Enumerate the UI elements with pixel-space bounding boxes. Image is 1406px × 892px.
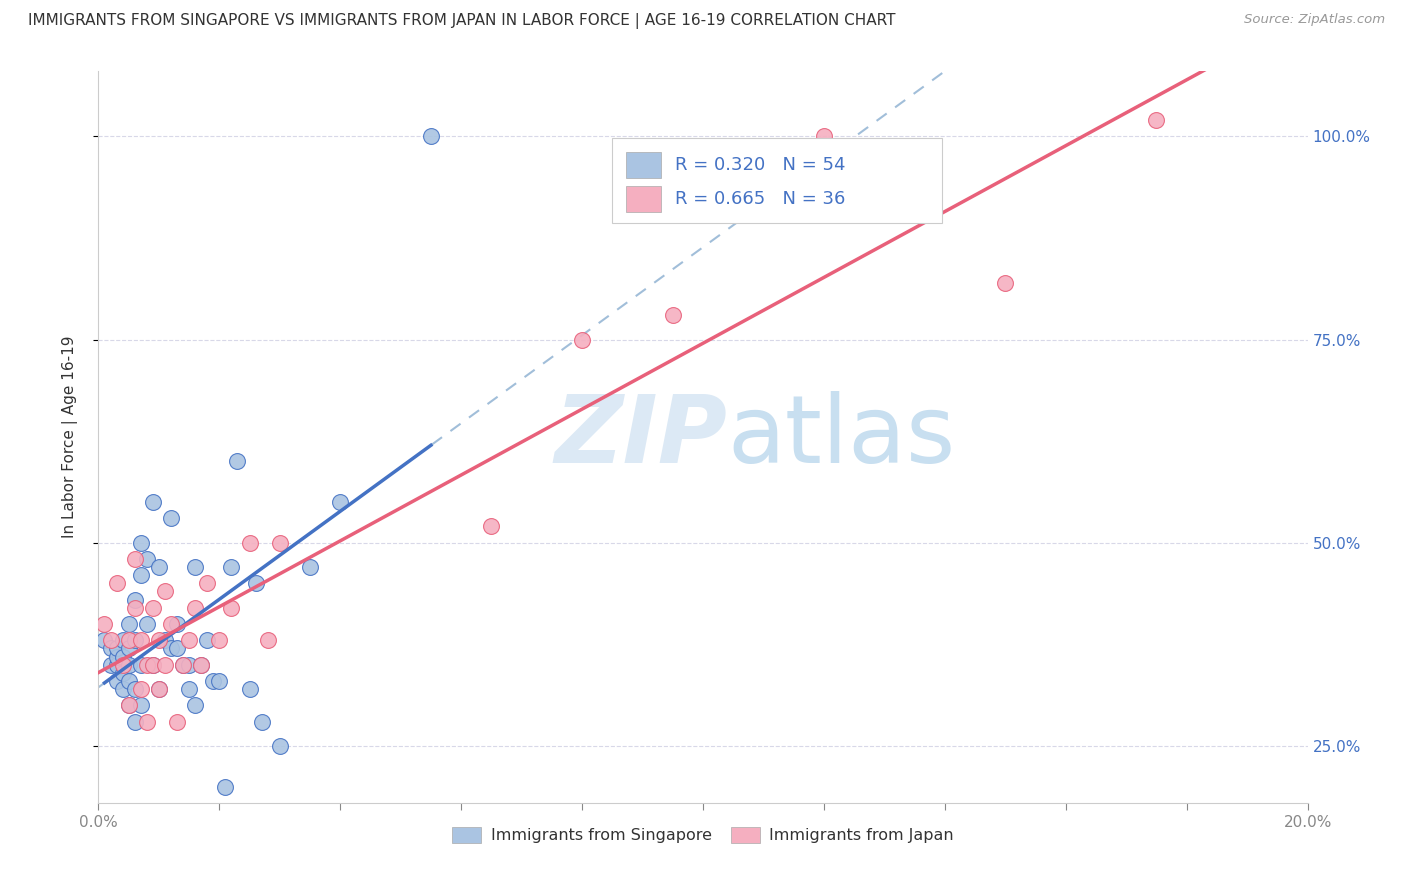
Point: [661, 308, 683, 322]
Point: [129, 681, 152, 696]
Point: [124, 592, 146, 607]
Point: [124, 681, 146, 696]
Point: [100, 657, 122, 672]
Point: [269, 739, 291, 753]
Point: [160, 511, 183, 525]
Point: [118, 641, 141, 656]
Point: [190, 657, 212, 672]
Point: [179, 633, 201, 648]
Point: [221, 600, 243, 615]
Point: [124, 552, 146, 566]
Legend: Immigrants from Singapore, Immigrants from Japan: Immigrants from Singapore, Immigrants fr…: [446, 821, 960, 850]
Point: [166, 617, 188, 632]
Point: [100, 641, 122, 656]
Point: [148, 633, 170, 648]
Point: [269, 535, 291, 549]
Point: [994, 276, 1017, 290]
Y-axis label: In Labor Force | Age 16-19: In Labor Force | Age 16-19: [62, 335, 77, 539]
Text: IMMIGRANTS FROM SINGAPORE VS IMMIGRANTS FROM JAPAN IN LABOR FORCE | AGE 16-19 CO: IMMIGRANTS FROM SINGAPORE VS IMMIGRANTS …: [28, 13, 896, 29]
Point: [100, 633, 122, 648]
Point: [118, 633, 141, 648]
Point: [129, 698, 152, 713]
Point: [124, 633, 146, 648]
Point: [93, 617, 115, 632]
Point: [118, 657, 141, 672]
Point: [172, 657, 194, 672]
Point: [184, 560, 207, 574]
Point: [105, 576, 128, 591]
Point: [118, 698, 141, 713]
Point: [184, 698, 207, 713]
Point: [148, 681, 170, 696]
Point: [420, 129, 443, 144]
Point: [190, 657, 212, 672]
Point: [239, 535, 262, 549]
Text: Source: ZipAtlas.com: Source: ZipAtlas.com: [1244, 13, 1385, 27]
Point: [105, 641, 128, 656]
Point: [481, 519, 503, 533]
Point: [111, 633, 134, 648]
Point: [184, 600, 207, 615]
Point: [105, 657, 128, 672]
Point: [135, 617, 157, 632]
Point: [153, 657, 176, 672]
Text: R = 0.320   N = 54: R = 0.320 N = 54: [675, 156, 845, 174]
Point: [571, 333, 593, 347]
Point: [124, 600, 146, 615]
Point: [148, 560, 170, 574]
Point: [129, 633, 152, 648]
Point: [111, 681, 134, 696]
Point: [118, 698, 141, 713]
Point: [195, 576, 218, 591]
Point: [166, 641, 188, 656]
Point: [166, 714, 188, 729]
Point: [221, 560, 243, 574]
Point: [153, 584, 176, 599]
Point: [214, 780, 236, 794]
Text: R = 0.665   N = 36: R = 0.665 N = 36: [675, 190, 845, 208]
Point: [226, 454, 249, 468]
Point: [118, 617, 141, 632]
Point: [142, 657, 165, 672]
Point: [299, 560, 322, 574]
Point: [105, 649, 128, 664]
Point: [129, 657, 152, 672]
Point: [179, 681, 201, 696]
Point: [160, 617, 183, 632]
Point: [135, 657, 157, 672]
Point: [195, 633, 218, 648]
Point: [239, 681, 262, 696]
Point: [105, 673, 128, 688]
Point: [208, 673, 231, 688]
Point: [135, 714, 157, 729]
Point: [111, 649, 134, 664]
Point: [142, 495, 165, 509]
Point: [245, 576, 267, 591]
Point: [813, 129, 835, 144]
Point: [329, 495, 352, 509]
Text: ZIP: ZIP: [554, 391, 727, 483]
Point: [142, 657, 165, 672]
Point: [93, 633, 115, 648]
Point: [129, 535, 152, 549]
Point: [179, 657, 201, 672]
Point: [172, 657, 194, 672]
Point: [111, 657, 134, 672]
Point: [148, 681, 170, 696]
Point: [129, 568, 152, 582]
Point: [153, 633, 176, 648]
Point: [118, 673, 141, 688]
Point: [202, 673, 225, 688]
Point: [142, 600, 165, 615]
Point: [1144, 113, 1167, 128]
Point: [160, 641, 183, 656]
Point: [250, 714, 273, 729]
Point: [208, 633, 231, 648]
Point: [135, 552, 157, 566]
Point: [124, 714, 146, 729]
Point: [256, 633, 278, 648]
Text: atlas: atlas: [727, 391, 956, 483]
Point: [111, 665, 134, 680]
